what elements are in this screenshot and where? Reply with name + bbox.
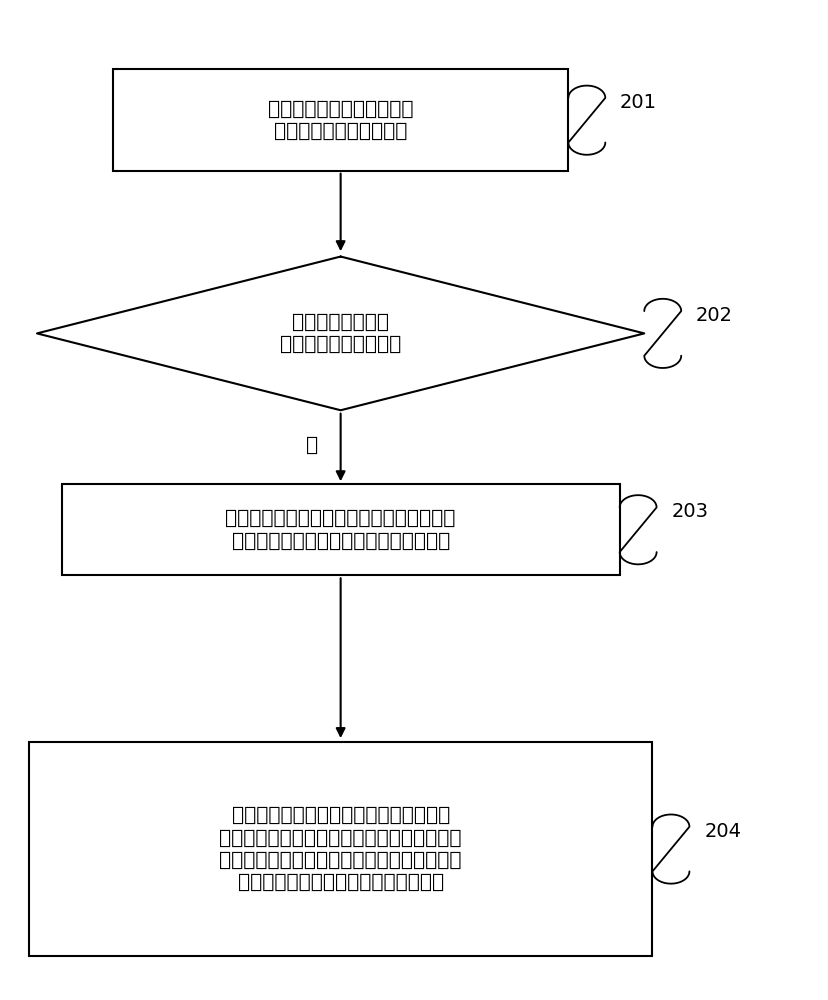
Bar	[61, 484, 619, 575]
Text: 201: 201	[619, 93, 657, 112]
Text: 渐减小，逐渐增加振动马达每次震动的时长；: 渐减小，逐渐增加振动马达每次震动的时长；	[219, 828, 461, 847]
Text: 202: 202	[696, 306, 732, 325]
Text: 加，逐渐减小振动马达每次震动的时长: 加，逐渐减小振动马达每次震动的时长	[238, 873, 443, 892]
Bar	[113, 69, 568, 171]
Bar	[29, 742, 652, 956]
Text: 是否开启了震动功能？: 是否开启了震动功能？	[280, 335, 401, 354]
Text: 在终端内设置的振动马达震动时，逐渐增加: 在终端内设置的振动马达震动时，逐渐增加	[225, 509, 455, 528]
Text: 204: 204	[703, 822, 740, 841]
Text: 当检测到通话呼入终端时，: 当检测到通话呼入终端时，	[267, 100, 413, 119]
Polygon shape	[37, 257, 643, 410]
Text: 或减小振动马达前后两次震动的时间间隔: 或减小振动马达前后两次震动的时间间隔	[231, 531, 450, 550]
Text: 检测终端的来电提醒方式: 检测终端的来电提醒方式	[273, 122, 407, 141]
Text: 是: 是	[306, 436, 318, 455]
Text: 如果振动马达前后两次震动的时间间隔逐: 如果振动马达前后两次震动的时间间隔逐	[231, 806, 450, 825]
Text: 判断来电提醒方式: 判断来电提醒方式	[291, 313, 388, 332]
Text: 如果振动马达前后两次震动的时间间隔逐渐增: 如果振动马达前后两次震动的时间间隔逐渐增	[219, 851, 461, 870]
Text: 203: 203	[671, 502, 707, 521]
